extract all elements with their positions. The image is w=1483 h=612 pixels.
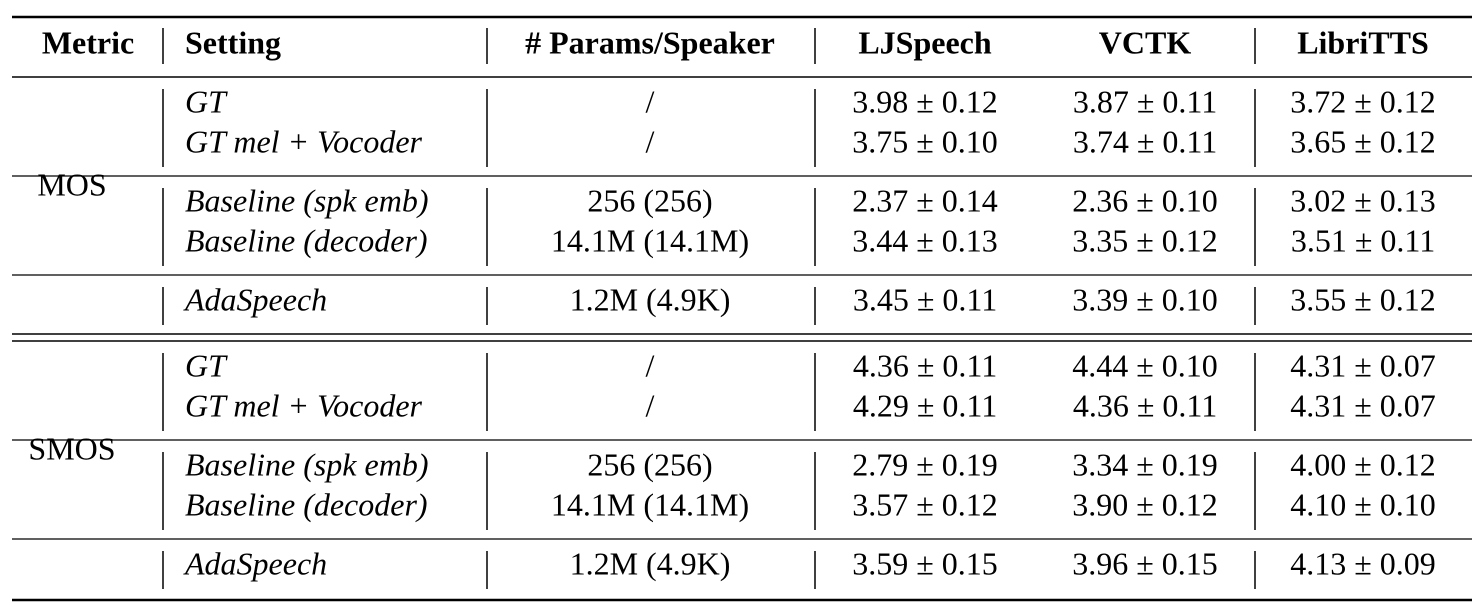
score-cell: 3.55 ± 0.12: [1290, 281, 1436, 317]
header-cell: LJSpeech: [858, 24, 992, 60]
score-cell: 3.51 ± 0.11: [1291, 222, 1435, 258]
setting-cell: Baseline (spk emb): [185, 446, 428, 482]
score-cell: 4.00 ± 0.12: [1290, 446, 1436, 482]
params-cell: /: [646, 347, 655, 383]
score-cell: 4.36 ± 0.11: [853, 347, 997, 383]
score-cell: 3.45 ± 0.11: [853, 281, 997, 317]
score-cell: 3.75 ± 0.10: [852, 123, 998, 159]
score-cell: 3.98 ± 0.12: [852, 83, 998, 119]
header-cell: VCTK: [1099, 24, 1192, 60]
header-cell: # Params/Speaker: [525, 24, 775, 60]
score-cell: 4.31 ± 0.07: [1290, 387, 1436, 423]
setting-cell: GT mel + Vocoder: [185, 387, 423, 423]
score-cell: 4.29 ± 0.11: [853, 387, 997, 423]
score-cell: 4.13 ± 0.09: [1290, 545, 1436, 581]
setting-cell: Baseline (decoder): [185, 222, 428, 258]
score-cell: 4.31 ± 0.07: [1290, 347, 1436, 383]
score-cell: 3.96 ± 0.15: [1072, 545, 1218, 581]
score-cell: 2.36 ± 0.10: [1072, 182, 1218, 218]
score-cell: 4.44 ± 0.10: [1072, 347, 1218, 383]
header-cell: LibriTTS: [1297, 24, 1429, 60]
score-cell: 4.36 ± 0.11: [1073, 387, 1217, 423]
params-cell: 256 (256): [587, 182, 712, 218]
params-cell: /: [646, 123, 655, 159]
score-cell: 3.65 ± 0.12: [1290, 123, 1436, 159]
setting-cell: AdaSpeech: [183, 281, 327, 317]
score-cell: 4.10 ± 0.10: [1290, 486, 1436, 522]
metric-label: SMOS: [28, 430, 115, 466]
params-cell: 14.1M (14.1M): [551, 486, 749, 522]
score-cell: 3.57 ± 0.12: [852, 486, 998, 522]
setting-cell: GT mel + Vocoder: [185, 123, 423, 159]
setting-cell: GT: [185, 83, 228, 119]
score-cell: 3.90 ± 0.12: [1072, 486, 1218, 522]
score-cell: 2.37 ± 0.14: [852, 182, 998, 218]
params-cell: 256 (256): [587, 446, 712, 482]
setting-cell: AdaSpeech: [183, 545, 327, 581]
score-cell: 3.34 ± 0.19: [1072, 446, 1218, 482]
score-cell: 3.02 ± 0.13: [1290, 182, 1436, 218]
params-cell: /: [646, 387, 655, 423]
score-cell: 3.74 ± 0.11: [1073, 123, 1217, 159]
score-cell: 3.72 ± 0.12: [1290, 83, 1436, 119]
score-cell: 3.44 ± 0.13: [852, 222, 998, 258]
score-cell: 3.87 ± 0.11: [1073, 83, 1217, 119]
metric-label: MOS: [37, 166, 106, 202]
score-cell: 3.59 ± 0.15: [852, 545, 998, 581]
setting-cell: GT: [185, 347, 228, 383]
header-cell: Setting: [185, 24, 281, 60]
score-cell: 3.35 ± 0.12: [1072, 222, 1218, 258]
params-cell: 1.2M (4.9K): [570, 281, 731, 317]
score-cell: 2.79 ± 0.19: [852, 446, 998, 482]
params-cell: 14.1M (14.1M): [551, 222, 749, 258]
setting-cell: Baseline (spk emb): [185, 182, 428, 218]
header-cell: Metric: [42, 24, 134, 60]
setting-cell: Baseline (decoder): [185, 486, 428, 522]
score-cell: 3.39 ± 0.10: [1072, 281, 1218, 317]
params-cell: /: [646, 83, 655, 119]
params-cell: 1.2M (4.9K): [570, 545, 731, 581]
